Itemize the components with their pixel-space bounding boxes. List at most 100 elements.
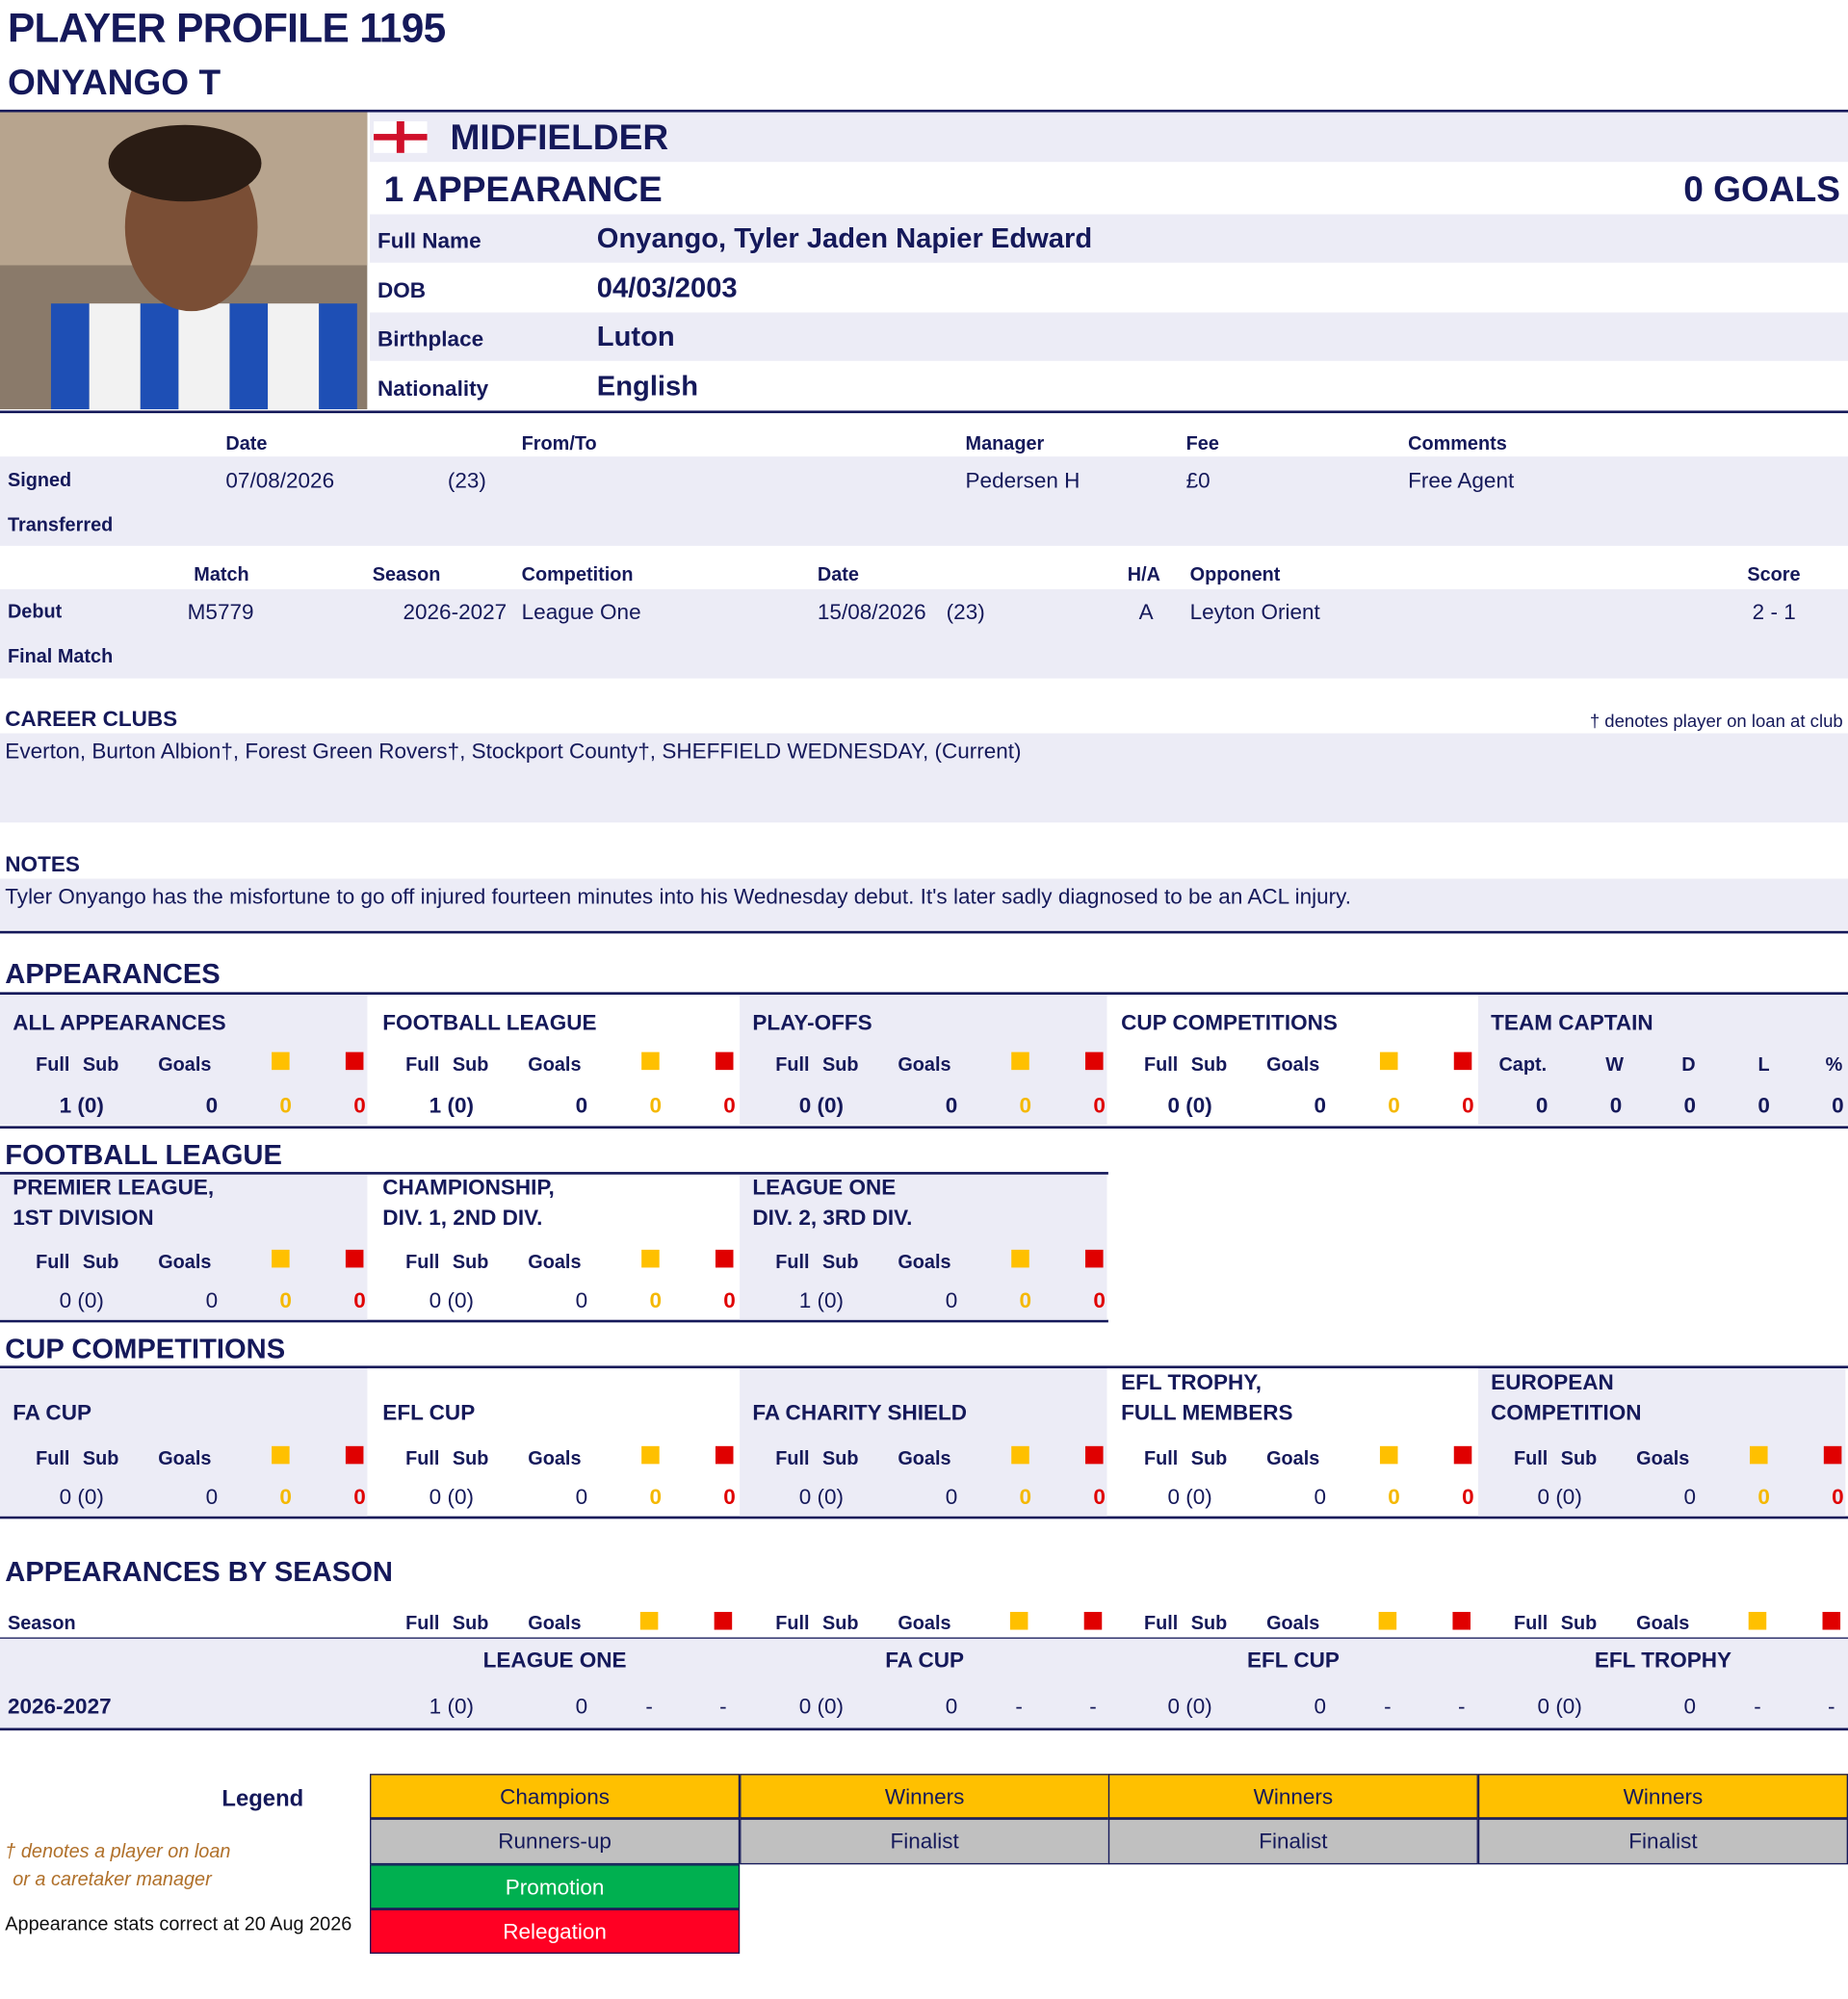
stat-value: 0 [1683,1694,1697,1719]
block-bg [0,1174,368,1320]
column-header: Full Sub [1514,1447,1598,1470]
stat-value: 0 [279,1288,292,1313]
stat-value: - [1089,1694,1097,1719]
stat-value: 0 [649,1288,662,1313]
card-icon [1011,1051,1029,1071]
card-icon [639,1611,659,1630]
field-value: Onyango, Tyler Jaden Napier Edward [596,221,1093,254]
card-icon [1750,1445,1768,1465]
stat-value: 0 [723,1288,736,1313]
stat-value: - [1015,1694,1023,1719]
card-icon [1453,1051,1472,1071]
stat-value: 0 [575,1288,588,1313]
section-title: APPEARANCES [5,957,221,990]
column-header: Comments [1408,432,1507,455]
column-header: % [1825,1053,1843,1077]
column-header: Season [372,564,441,586]
column-header: Full Sub [405,1053,489,1077]
legend-label: Relegation [503,1919,607,1944]
block-bg [740,995,1107,1126]
block-title: 1ST DIVISION [13,1206,154,1231]
column-header: Capt. [1498,1053,1548,1077]
block-title: DIV. 2, 3RD DIV. [752,1206,913,1231]
column-header: Goals [528,1053,582,1077]
column-header: Goals [528,1612,582,1635]
legend-label: Winners [1253,1784,1334,1809]
stat-value: 0 [649,1485,662,1510]
stat-value: 0 [1388,1093,1400,1118]
cell: (23) [447,468,486,493]
group-name: FA CUP [885,1648,965,1673]
stat-value: 0 [353,1093,366,1118]
stat-value: 0 [1535,1093,1549,1118]
block-title: PREMIER LEAGUE, [13,1175,215,1200]
stat-value: 0 [1093,1288,1106,1313]
stat-value: 0 [205,1288,219,1313]
stat-value: 0 (0) [798,1694,845,1719]
cell: 2026-2027 [403,600,508,625]
stat-value: 0 (0) [59,1485,104,1510]
row-bg [0,588,1848,679]
legend-cell [740,1818,1110,1864]
column-header: Goals [158,1053,212,1077]
card-icon [715,1249,734,1268]
cell: Free Agent [1408,468,1515,493]
stat-value: 0 [1683,1485,1697,1510]
block-bg [1477,1368,1846,1517]
divider [0,410,1848,413]
stat-value: 0 [575,1093,588,1118]
row-label: Signed [7,470,72,492]
card-icon [1822,1611,1841,1630]
column-header: Goals [898,1612,951,1635]
block-title: FOOTBALL LEAGUE [382,1010,597,1035]
card-icon [715,1051,734,1071]
column-header: Manager [965,432,1045,455]
legend-label: Champions [500,1784,611,1809]
legend-cell [370,1863,741,1909]
stat-value: 0 [1757,1485,1770,1510]
block-title: FA CHARITY SHIELD [752,1400,968,1425]
divider [0,1126,1848,1129]
block-bg [1477,995,1848,1126]
stat-value: 1 (0) [429,1694,474,1719]
column-header: Match [194,564,249,586]
column-header: Full Sub [775,1447,859,1470]
stat-value: 0 (0) [798,1093,845,1118]
position: MIDFIELDER [450,117,669,157]
block-title: DIV. 1, 2ND DIV. [382,1206,543,1231]
section-title: APPEARANCES BY SEASON [5,1555,393,1588]
cell: A [1138,600,1154,625]
block-title: ALL APPEARANCES [13,1010,226,1035]
column-header: W [1605,1053,1625,1077]
divider [0,1637,1848,1640]
block-title: PLAY-OFFS [752,1010,872,1035]
stat-value: 0 [1609,1093,1623,1118]
stat-value: 0 (0) [1167,1485,1212,1510]
page-title: PLAYER PROFILE 1195 [7,5,446,51]
row-bg [0,1638,1848,1728]
stat-value: 0 [575,1485,588,1510]
column-header: Fee [1185,432,1219,455]
field-label: DOB [377,277,427,302]
stat-value: 0 [1314,1694,1326,1719]
column-header: Competition [521,564,634,586]
column-header: From/To [521,432,597,455]
group-name: EFL TROPHY [1594,1648,1732,1673]
card-icon [1009,1611,1028,1630]
legend-cell [1107,1774,1478,1819]
row-bg [370,112,1848,163]
stat-value: 0 (0) [1167,1694,1212,1719]
block-title: EFL TROPHY, [1121,1370,1262,1395]
divider [0,1365,1848,1368]
block-title: CHAMPIONSHIP, [382,1175,555,1200]
stat-value: 0 [723,1485,736,1510]
section-label: NOTES [5,852,80,877]
column-header: Goals [1636,1447,1690,1470]
column-header: Full Sub [1143,1612,1228,1635]
block-bg [740,1368,1107,1517]
stat-value: 0 [279,1093,292,1118]
row-bg [370,214,1848,263]
column-header: Full Sub [1143,1447,1228,1470]
column-header: Full Sub [405,1251,489,1274]
stat-value: - [1457,1694,1466,1719]
